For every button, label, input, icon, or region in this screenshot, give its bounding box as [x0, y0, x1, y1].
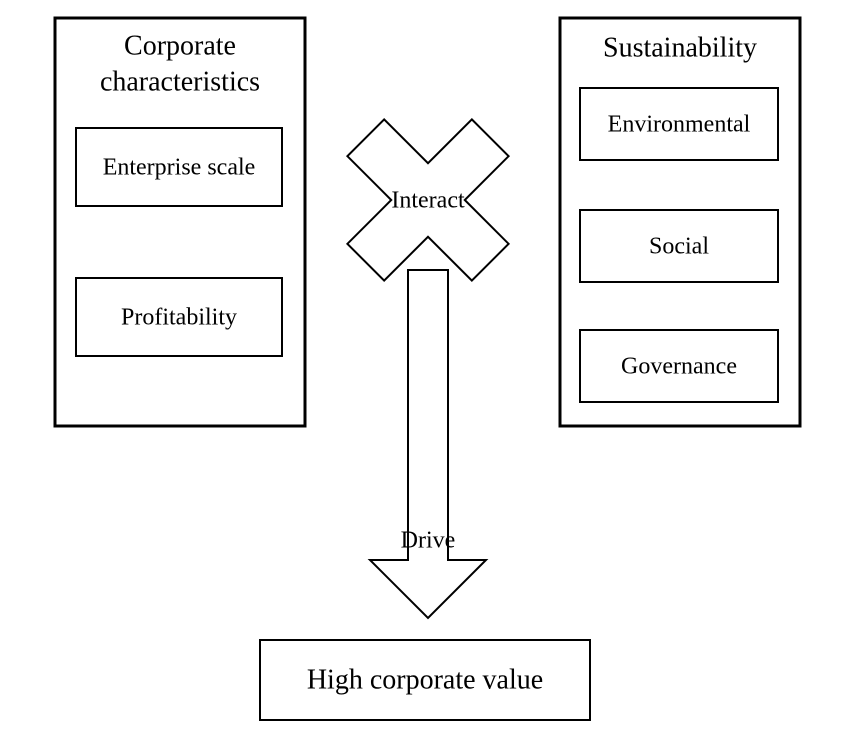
- social-label: Social: [649, 234, 709, 260]
- left-group-title-line1: Corporate: [124, 30, 236, 61]
- environmental-label: Environmental: [608, 112, 751, 138]
- drive-arrow: [370, 270, 486, 618]
- enterprise-scale-label: Enterprise scale: [103, 155, 256, 181]
- diagram-canvas: Corporate characteristics Enterprise sca…: [0, 0, 851, 740]
- interact-label: Interact: [391, 188, 465, 214]
- right-group-title: Sustainability: [603, 32, 757, 63]
- high-corporate-value-label: High corporate value: [307, 664, 543, 695]
- governance-label: Governance: [621, 354, 737, 380]
- drive-label: Drive: [401, 528, 456, 554]
- profitability-label: Profitability: [121, 305, 237, 331]
- left-group-title-line2: characteristics: [100, 66, 260, 97]
